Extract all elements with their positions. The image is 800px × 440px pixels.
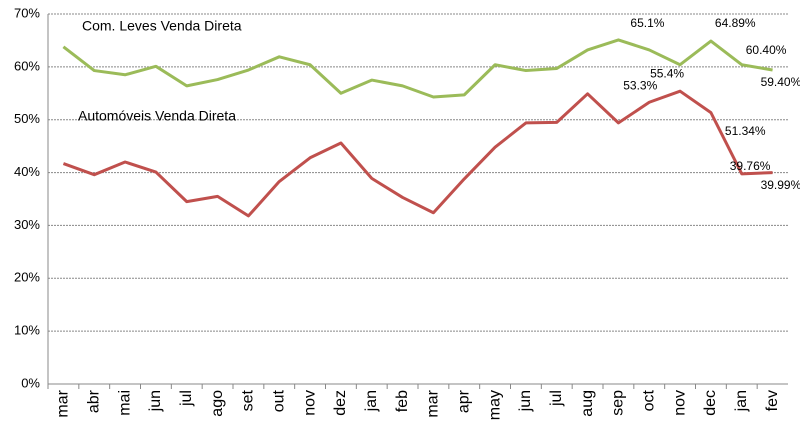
y-tick-label: 10% [14,323,40,338]
x-tick-label: set [240,389,257,411]
value-label: 51.34% [725,124,766,138]
x-tick-label: jul [178,390,195,407]
x-tick-label: jun [147,390,164,412]
value-label: 55.4% [650,66,684,80]
value-label: 64.89% [715,16,756,30]
y-tick-label: 50% [14,111,40,126]
x-tick-label: nov [671,390,688,416]
x-tick-label: apr [455,389,472,413]
value-label: 59.40% [761,75,800,89]
x-tick-label: dez [332,390,349,416]
value-label: 65.1% [630,16,664,30]
y-tick-label: 30% [14,217,40,232]
x-tick-label: mai [116,390,133,416]
y-tick-label: 70% [14,5,40,20]
series-line [62,38,773,99]
x-tick-label: mar [425,389,442,417]
x-tick-label: jul [548,390,565,407]
y-tick-label: 20% [14,270,40,285]
value-label: 39.99% [761,178,800,192]
series-line [62,89,773,218]
x-tick-label: nov [301,390,318,416]
x-tick-label: aug [579,390,596,417]
x-tick-label: fev [764,390,781,411]
series-name: Com. Leves Venda Direta [82,18,242,34]
value-label: 60.40% [746,43,787,57]
x-tick-label: ago [209,390,226,417]
series-name: Automóveis Venda Direta [78,108,236,124]
x-tick-label: sep [610,390,627,416]
y-tick-label: 0% [21,375,40,390]
x-tick-label: mar [55,389,72,417]
x-tick-label: jun [517,390,534,412]
x-tick-label: feb [394,390,411,412]
x-tick-label: jan [733,390,750,412]
x-tick-label: dec [702,390,719,416]
x-tick-label: out [270,389,287,412]
y-tick-label: 60% [14,58,40,73]
y-tick-label: 40% [14,164,40,179]
x-tick-label: jan [363,390,380,412]
value-label: 39.76% [730,159,771,173]
value-label: 53.3% [623,78,657,92]
x-tick-label: oct [640,389,657,411]
x-tick-label: may [486,390,503,420]
x-tick-label: abr [85,389,102,413]
